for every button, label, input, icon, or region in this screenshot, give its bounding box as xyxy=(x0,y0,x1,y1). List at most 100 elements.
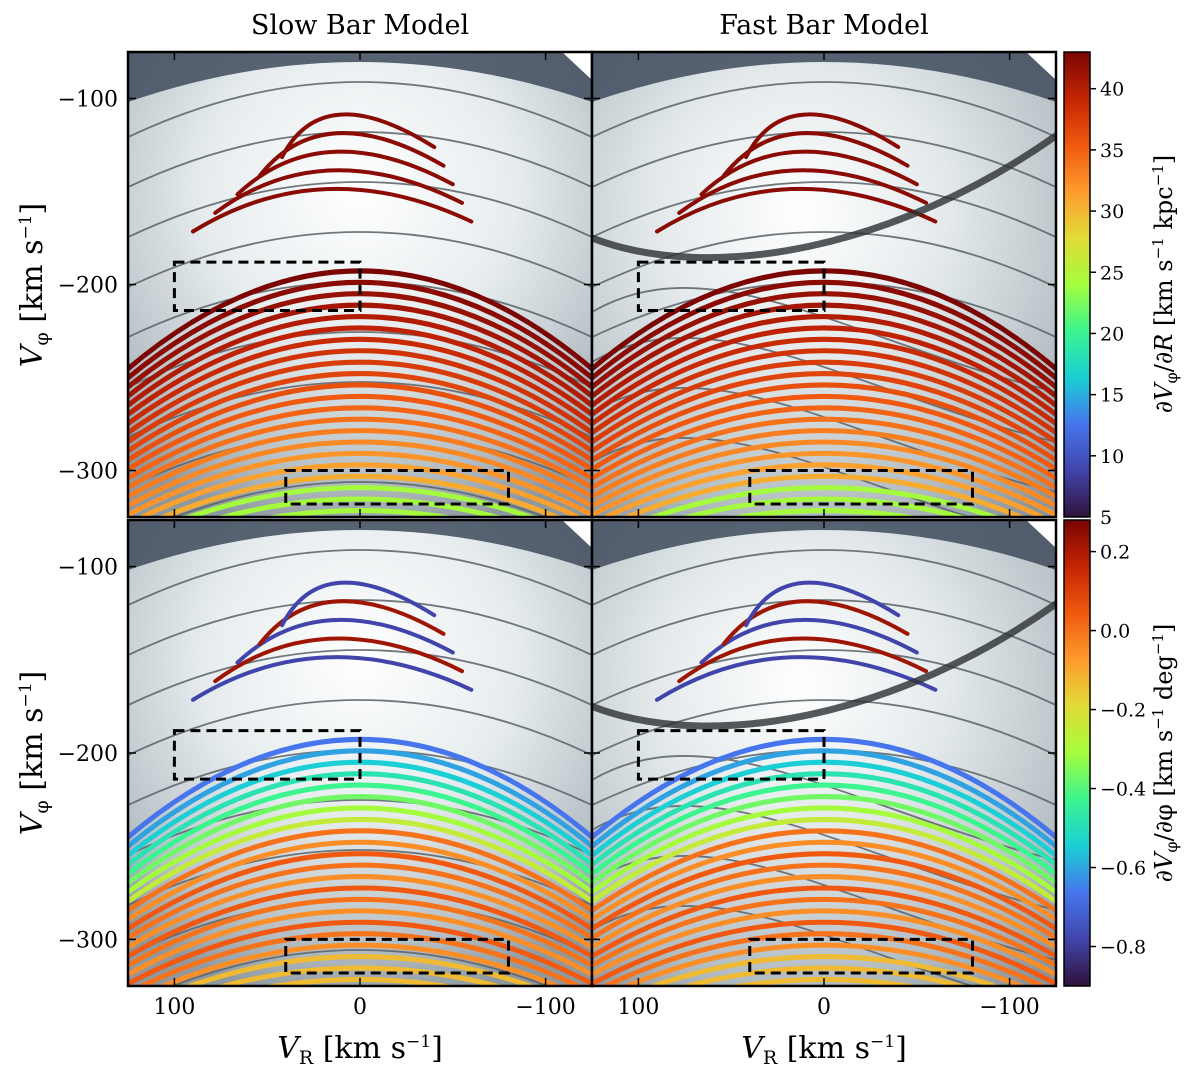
stream-arc xyxy=(128,908,592,978)
contour-line xyxy=(128,381,592,439)
stream-arc xyxy=(592,325,1056,418)
resonance-feature xyxy=(592,132,1056,261)
stream-arc xyxy=(157,942,563,986)
stream-arc-lower xyxy=(190,186,474,234)
stream-arc xyxy=(600,931,1048,986)
colorbar-tick-label: 30 xyxy=(1100,201,1124,223)
stream-arc xyxy=(128,359,592,445)
contour-line xyxy=(128,599,592,657)
contour-line xyxy=(128,699,592,757)
dashed-box-1 xyxy=(636,729,826,781)
colorbar-bottom: −0.8 −0.6 −0.4 −0.2 0.0 0.2 xyxy=(1063,519,1146,987)
contour-line xyxy=(592,231,1056,289)
stream-arc-lower xyxy=(280,580,437,628)
stream-arc xyxy=(592,897,1056,969)
panel-slow-top: −300 −200 −100 xyxy=(58,50,594,519)
contour-line xyxy=(128,181,592,239)
stream-arc xyxy=(592,851,1056,932)
colorbar-top: 10 15 20 25 30 35 40 5 xyxy=(1063,51,1124,529)
stream-arc xyxy=(128,451,592,517)
stream-arc xyxy=(592,782,1056,878)
stream-arc-lower xyxy=(213,168,465,215)
panel-fast-bottom: 100 0 −100 xyxy=(590,518,1058,1020)
stream-arc-lower xyxy=(654,186,938,234)
stream-arc-lower xyxy=(257,131,446,178)
colorbar-tick-label: −0.8 xyxy=(1100,937,1146,959)
stream-arc xyxy=(128,314,592,409)
contour-line xyxy=(128,649,592,707)
stream-arc-lower xyxy=(721,131,910,178)
contour-line xyxy=(128,331,592,389)
stream-arc xyxy=(592,428,1056,500)
density-dark-band xyxy=(592,520,1056,570)
stream-arc xyxy=(592,314,1056,409)
stream-arc xyxy=(592,805,1056,896)
stream-arc xyxy=(592,451,1056,517)
contour-line xyxy=(128,81,592,139)
stream-arc xyxy=(128,862,592,941)
stream-arc xyxy=(128,428,592,500)
stream-arc xyxy=(128,782,592,878)
stream-arc-lower xyxy=(677,636,929,684)
x-tick-label: 100 xyxy=(617,995,659,1020)
contour-line xyxy=(128,799,592,857)
colorbar-tick-label: 0.2 xyxy=(1100,542,1130,564)
density-dark-band xyxy=(592,52,1056,102)
x-tick-label: −100 xyxy=(515,995,575,1020)
y-tick-label: −300 xyxy=(58,928,118,953)
colorbar-label-bottom: ∂Vφ/∂φ [km s−1 deg−1] xyxy=(1149,624,1181,883)
contour-line xyxy=(592,649,1056,707)
stream-arc xyxy=(128,919,592,986)
contour-line xyxy=(128,231,592,289)
empty-corner xyxy=(1026,52,1056,80)
stream-arc xyxy=(128,874,592,951)
stream-arc-lower xyxy=(213,636,465,684)
colorbar-tick-label: 10 xyxy=(1100,446,1124,468)
contour-line xyxy=(592,699,1056,757)
density-dark-band xyxy=(128,52,592,102)
y-tick-label: −200 xyxy=(58,274,118,299)
dashed-box-1 xyxy=(172,729,362,781)
stream-arc xyxy=(128,348,592,436)
stream-arc xyxy=(592,336,1056,427)
contour-line xyxy=(128,549,592,607)
contour-line xyxy=(592,549,1056,607)
stream-arc xyxy=(678,496,970,517)
stream-arc xyxy=(592,439,1056,509)
column-title-slow: Slow Bar Model xyxy=(251,10,469,41)
stream-arc xyxy=(214,496,506,517)
stream-arc xyxy=(646,954,1002,986)
stream-arc xyxy=(592,885,1056,960)
stream-arc xyxy=(136,931,584,986)
y-axis-label-top: Vφ [km s−1] xyxy=(15,203,53,368)
colorbar-tick-label: 20 xyxy=(1100,323,1124,345)
panel-fast-top xyxy=(590,50,1058,519)
stream-arc xyxy=(128,371,592,455)
stream-arc xyxy=(592,874,1056,951)
stream-arc xyxy=(592,862,1056,941)
stream-arc xyxy=(678,965,970,986)
stream-arc xyxy=(592,348,1056,436)
stream-arc xyxy=(592,908,1056,978)
stream-arc-lower xyxy=(721,599,910,646)
stream-arc xyxy=(646,485,1002,517)
stream-arc-lower xyxy=(744,112,901,160)
colorbar-tick-label: 35 xyxy=(1100,140,1124,162)
colorbar-tick-label: 15 xyxy=(1100,385,1124,407)
contour-line xyxy=(172,481,548,517)
stream-arc-lower xyxy=(744,580,901,628)
stream-arc xyxy=(600,462,1048,517)
stream-arc xyxy=(592,416,1056,491)
stream-arc xyxy=(136,462,584,517)
empty-corner xyxy=(1026,520,1056,548)
stream-arc xyxy=(128,816,592,905)
stream-arc xyxy=(592,794,1056,887)
colorbar-tick-label: −0.2 xyxy=(1100,700,1146,722)
stream-arc xyxy=(182,954,538,986)
stream-arc xyxy=(621,473,1027,517)
stream-arc xyxy=(592,748,1056,850)
y-tick-label: −200 xyxy=(58,742,118,767)
stream-arc xyxy=(157,473,563,517)
stream-arc xyxy=(592,816,1056,905)
colorbar-tick-label: 25 xyxy=(1100,262,1124,284)
